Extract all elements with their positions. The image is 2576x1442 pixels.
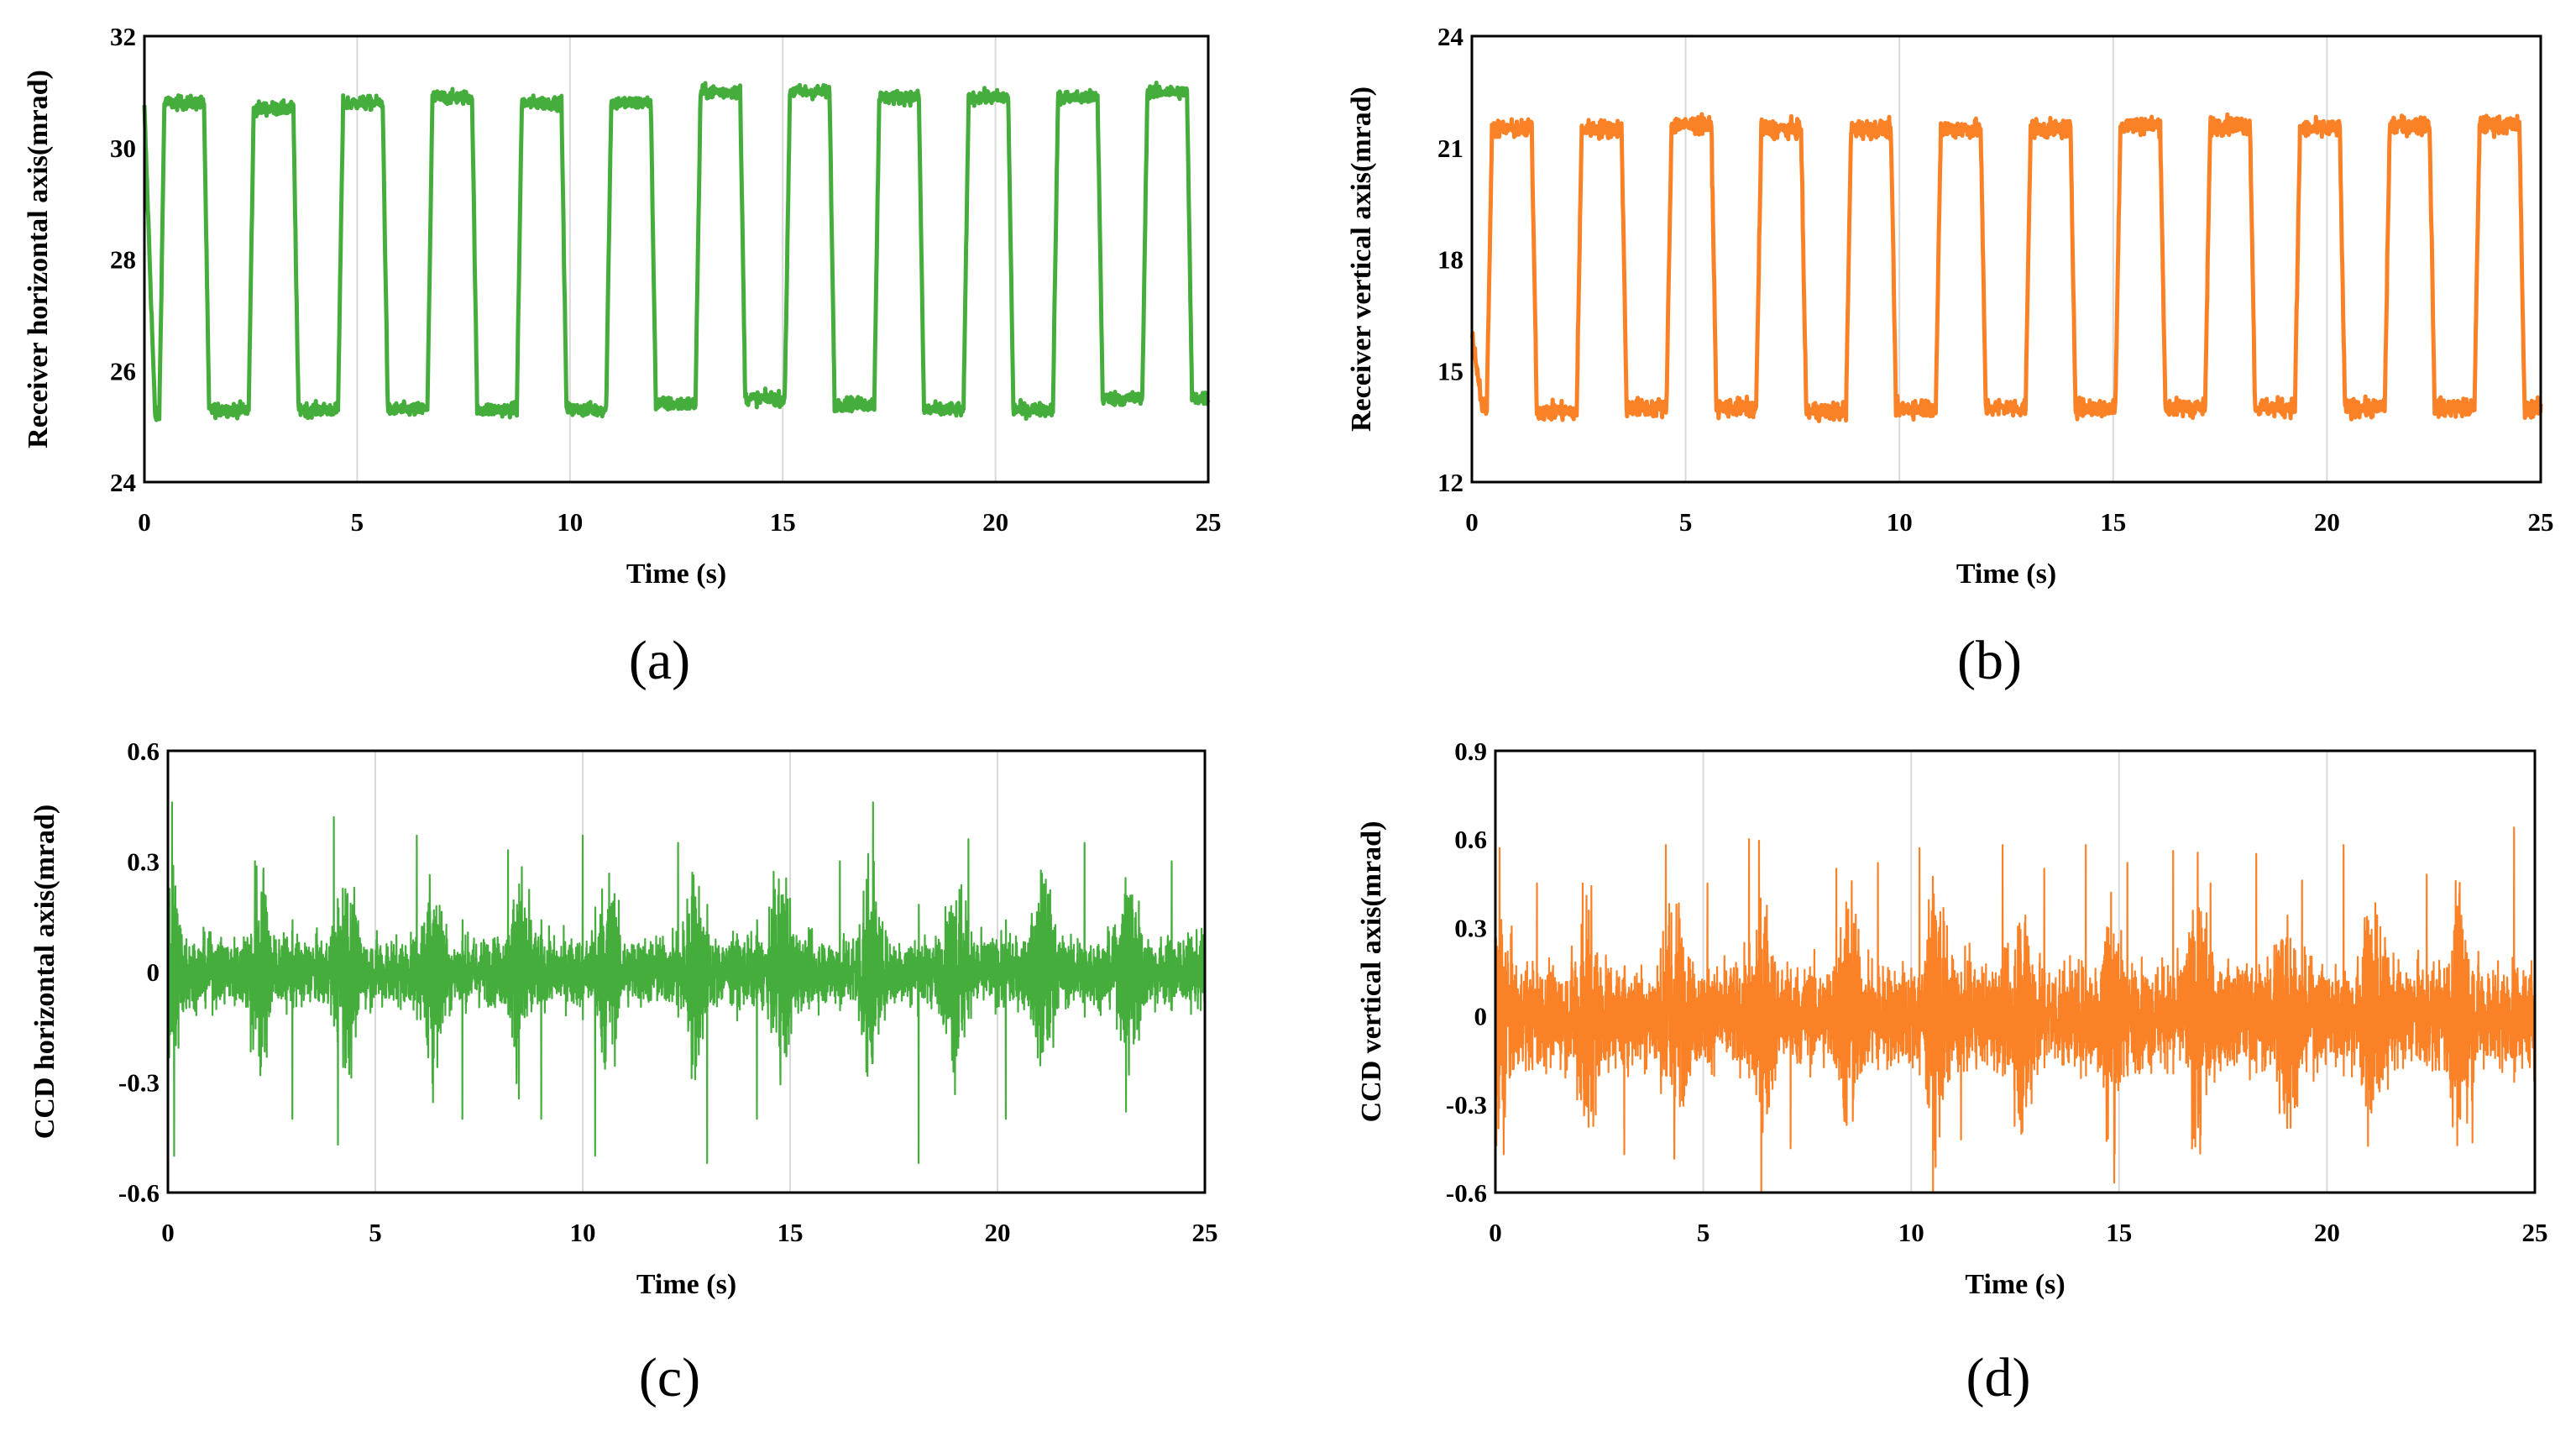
x-tick-label: 15	[770, 507, 796, 537]
chart-panel-a: 0 5 10 15 20 25 24 26 28 30 32 Time (s) Receiver hor…	[23, 22, 1222, 691]
x-tick-label: 25	[1196, 507, 1222, 537]
y-tick-label: 26	[110, 356, 136, 385]
y-tick-label: 0.6	[127, 737, 160, 766]
y-tick-label: -0.3	[118, 1068, 160, 1098]
y-axis-title: CCD horizontal axis(mrad)	[29, 805, 60, 1140]
series-line	[1470, 112, 2543, 423]
y-tick-label: 18	[1437, 245, 1463, 275]
x-axis-title: Time (s)	[1965, 1269, 2065, 1300]
x-tick-label: 25	[2528, 507, 2554, 537]
y-tick-label: 0.9	[1454, 737, 1487, 766]
x-axis-title: Time (s)	[626, 558, 726, 590]
x-tick-label: 0	[1489, 1218, 1502, 1247]
x-tick-label: 25	[1192, 1218, 1218, 1247]
x-axis-title: Time (s)	[636, 1269, 736, 1300]
y-tick-label: 0.6	[1454, 825, 1487, 854]
y-tick-label: 32	[110, 22, 136, 51]
plot-frame	[143, 34, 1210, 484]
series-line	[1494, 826, 2537, 1194]
x-tick-label: 15	[2100, 507, 2126, 537]
y-tick-label: 0.3	[1454, 913, 1487, 942]
y-tick-label: 15	[1437, 356, 1463, 385]
y-tick-label: 0	[147, 957, 160, 987]
plot-frame	[166, 749, 1207, 1194]
x-tick-label: 0	[1465, 507, 1479, 537]
y-axis-title: CCD vertical axis(mrad)	[1356, 821, 1387, 1123]
y-tick-label: 24	[1437, 22, 1463, 51]
x-tick-label: 20	[985, 1218, 1011, 1247]
y-tick-label: 0	[1474, 1002, 1488, 1031]
y-tick-label: 12	[1437, 468, 1463, 497]
x-tick-label: 5	[1697, 1218, 1710, 1247]
plot-frame	[1494, 749, 2537, 1194]
x-tick-label: 10	[570, 1218, 596, 1247]
x-tick-label: 15	[778, 1218, 804, 1247]
x-axis-title: Time (s)	[1956, 558, 2056, 590]
panel-label: (c)	[639, 1347, 700, 1408]
plot-frame	[1470, 34, 2542, 484]
y-tick-label: 28	[110, 245, 136, 275]
x-tick-label: 10	[557, 507, 583, 537]
y-tick-label: 30	[110, 134, 136, 163]
chart-panel-d: 0 5 10 15 20 25 -0.6 -0.3 0 0.3 0.6 0.9 Time (s) CCD …	[1356, 737, 2548, 1408]
y-tick-label: -0.3	[1446, 1090, 1487, 1120]
x-tick-label: 0	[138, 507, 151, 537]
y-tick-label: 21	[1437, 134, 1463, 163]
y-axis-title: Receiver horizontal axis(mrad)	[23, 70, 54, 448]
panel-label: (a)	[629, 630, 690, 691]
x-tick-label: 0	[161, 1218, 175, 1247]
panel-label: (b)	[1957, 630, 2022, 691]
x-tick-label: 5	[351, 507, 364, 537]
x-tick-label: 20	[2314, 1218, 2340, 1247]
y-tick-label: 24	[110, 468, 136, 497]
series-line	[166, 801, 1207, 1164]
y-axis-title: Receiver vertical axis(mrad)	[1346, 87, 1377, 432]
x-tick-label: 20	[2314, 507, 2340, 537]
y-tick-label: -0.6	[1446, 1178, 1487, 1208]
series-line	[142, 81, 1211, 422]
x-tick-label: 20	[982, 507, 1008, 537]
x-tick-label: 15	[2106, 1218, 2132, 1247]
x-tick-label: 5	[1679, 507, 1693, 537]
y-tick-label: -0.6	[118, 1178, 160, 1208]
x-tick-label: 10	[1887, 507, 1913, 537]
panel-label: (d)	[1966, 1347, 2031, 1408]
x-tick-label: 25	[2522, 1218, 2548, 1247]
x-tick-label: 5	[369, 1218, 382, 1247]
chart-panel-c: 0 5 10 15 20 25 -0.6 -0.3 0 0.3 0.6 Time (s) CCD hor…	[29, 737, 1218, 1408]
chart-panel-b: 0 5 10 15 20 25 12 15 18 21 24 Time (s) Receiver ver…	[1346, 22, 2554, 691]
y-tick-label: 0.3	[127, 847, 160, 877]
x-tick-label: 10	[1898, 1218, 1924, 1247]
